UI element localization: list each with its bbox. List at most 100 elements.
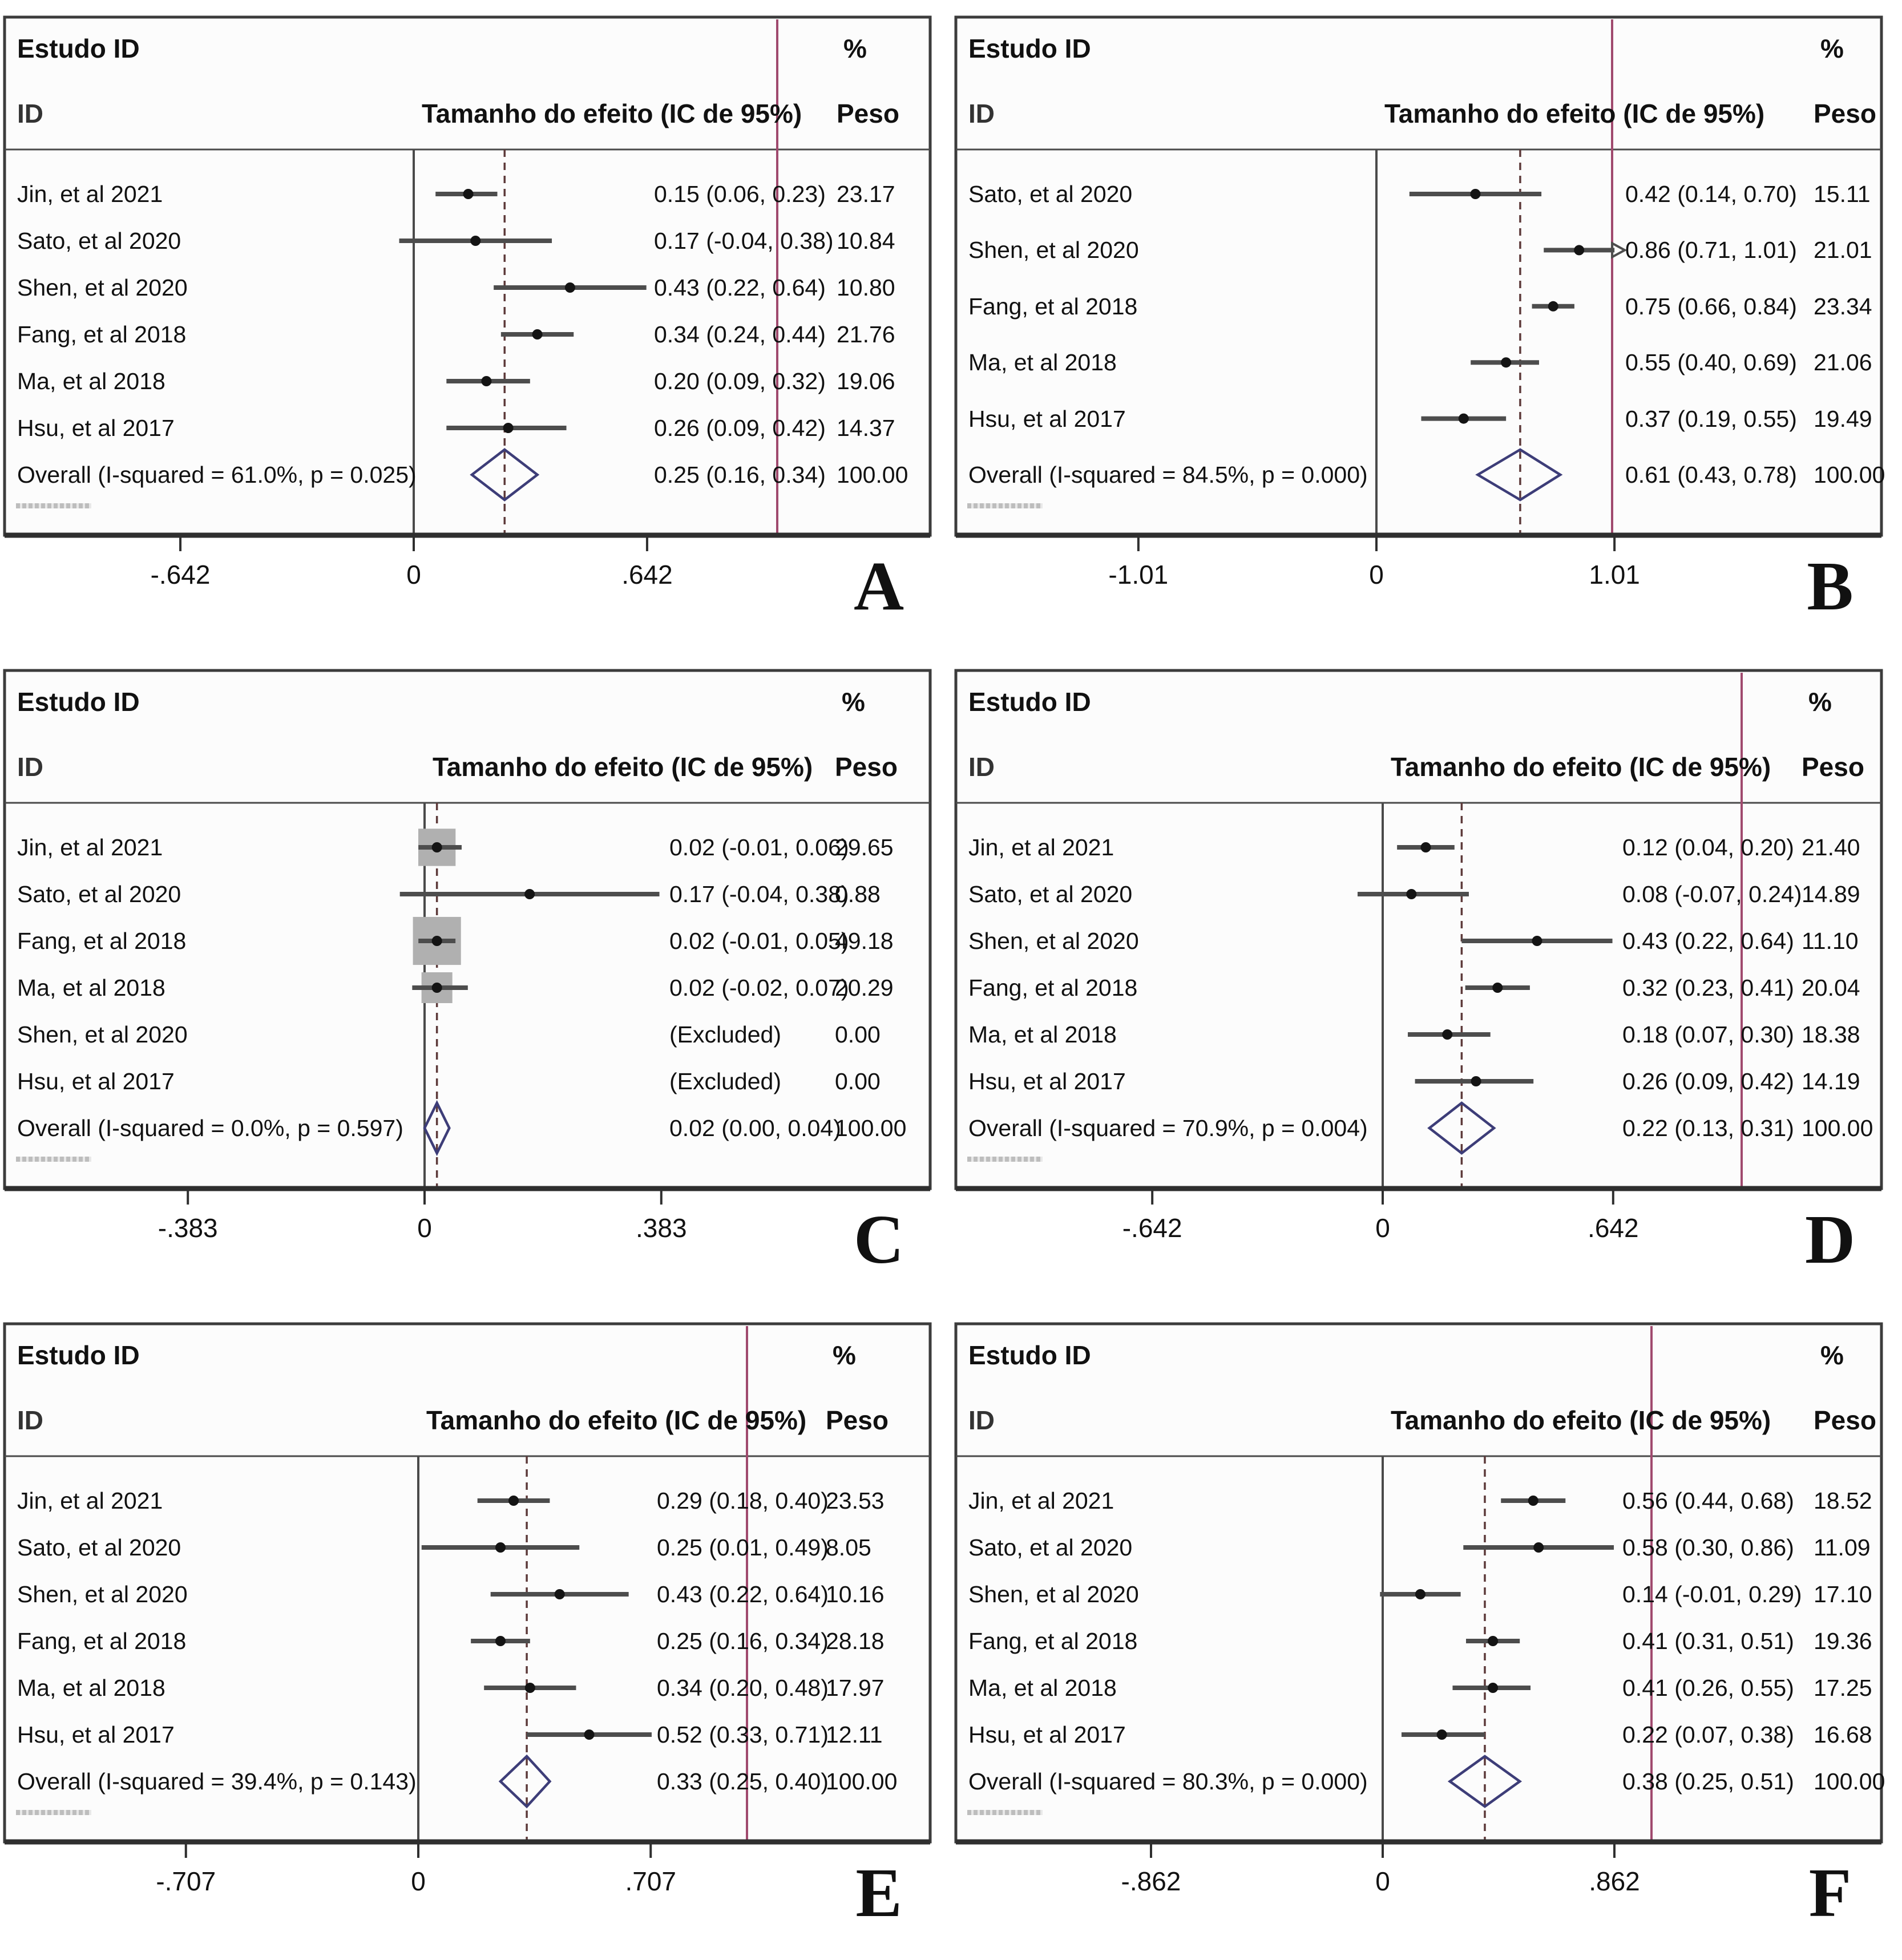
effect-estimate: 0.32 (0.23, 0.41)	[1622, 975, 1794, 1001]
point-marker	[1458, 413, 1469, 424]
study-label: Jin, et al 2021	[968, 1488, 1114, 1514]
plot-canvas	[954, 669, 1883, 1205]
weight-value: 20.04	[1802, 975, 1860, 1001]
point-marker	[564, 282, 575, 293]
effect-estimate: 0.75 (0.66, 0.84)	[1625, 293, 1797, 320]
overall-label: Overall (I-squared = 80.3%, p = 0.000)	[968, 1768, 1368, 1795]
effect-estimate: (Excluded)	[669, 1068, 781, 1094]
column-header-effect: Tamanho do efeito (IC de 95%)	[433, 752, 813, 782]
weight-value: 28.18	[826, 1628, 885, 1654]
point-marker	[524, 889, 535, 899]
forest-panel-f: Estudo ID% ID Tamanho do efeito (IC de 95%…	[951, 1307, 1902, 1960]
column-header-study: Estudo ID	[968, 1340, 1091, 1370]
axis-tick-label: .862	[1589, 1866, 1640, 1896]
column-header-id: ID	[968, 99, 995, 128]
point-marker	[1501, 357, 1512, 368]
column-header-weight: Peso	[1814, 1405, 1876, 1435]
weight-value: 17.25	[1814, 1675, 1872, 1701]
column-header-pct: %	[833, 1340, 856, 1370]
point-marker	[1492, 983, 1503, 993]
point-marker	[1436, 1729, 1447, 1740]
column-header-effect: Tamanho do efeito (IC de 95%)	[1391, 752, 1771, 782]
effect-estimate: 0.26 (0.09, 0.42)	[1622, 1068, 1794, 1094]
axis-tick-label: -.707	[156, 1866, 216, 1896]
column-header-id: ID	[17, 752, 43, 782]
axis-tick-label: -.642	[1122, 1213, 1182, 1243]
column-header-effect: Tamanho do efeito (IC de 95%)	[426, 1405, 807, 1435]
point-marker	[431, 842, 442, 852]
effect-estimate: 0.26 (0.09, 0.42)	[654, 415, 826, 441]
overall-diamond	[470, 448, 540, 502]
effect-estimate: 0.17 (-0.04, 0.38)	[669, 881, 849, 907]
effect-estimate: 0.55 (0.40, 0.69)	[1625, 349, 1797, 376]
effect-estimate: 0.42 (0.14, 0.70)	[1625, 181, 1797, 207]
overall-effect-estimate: 0.33 (0.25, 0.40)	[657, 1768, 829, 1795]
study-label: Ma, et al 2018	[17, 1675, 165, 1701]
point-marker	[532, 329, 543, 340]
point-marker	[554, 1589, 565, 1599]
overall-diamond	[1427, 1101, 1496, 1155]
footnote-smudge	[16, 1810, 91, 1815]
point-marker	[584, 1729, 595, 1740]
effect-estimate: 0.34 (0.24, 0.44)	[654, 321, 826, 347]
point-marker	[1574, 245, 1585, 256]
column-header-id: ID	[968, 752, 995, 782]
weight-value: 15.11	[1814, 181, 1871, 207]
axis-tick-label: 0	[1375, 1866, 1390, 1896]
axis-tick-label: .707	[625, 1866, 676, 1896]
study-label: Jin, et al 2021	[17, 834, 163, 860]
point-marker	[1415, 1589, 1426, 1599]
effect-estimate: 0.86 (0.71, 1.01)	[1625, 237, 1797, 264]
effect-estimate: 0.29 (0.18, 0.40)	[657, 1488, 829, 1514]
weight-value: 19.36	[1814, 1628, 1872, 1654]
study-label: Shen, et al 2020	[17, 274, 188, 301]
point-marker	[1532, 936, 1542, 946]
column-header-weight: Peso	[826, 1405, 889, 1435]
weight-value: 29.65	[835, 834, 894, 860]
effect-estimate: 0.17 (-0.04, 0.38)	[654, 228, 834, 254]
study-label: Sato, et al 2020	[17, 1534, 181, 1561]
effect-estimate: 0.02 (-0.01, 0.06)	[669, 834, 849, 860]
effect-estimate: 0.56 (0.44, 0.68)	[1622, 1488, 1794, 1514]
plot-canvas	[3, 669, 932, 1205]
study-label: Shen, et al 2020	[968, 1581, 1139, 1607]
point-marker	[1470, 189, 1481, 199]
overall-effect-estimate: 0.02 (0.00, 0.04)	[669, 1115, 841, 1141]
axis-tick-label: 0	[1375, 1213, 1390, 1243]
column-header-study: Estudo ID	[968, 687, 1091, 717]
forest-panel-b: Estudo ID% ID Tamanho do efeito (IC de 95%…	[951, 0, 1902, 653]
study-label: Shen, et al 2020	[17, 1581, 188, 1607]
weight-value: 20.29	[835, 975, 894, 1001]
overall-diamond	[1475, 448, 1563, 502]
weight-value: 21.76	[837, 321, 895, 347]
column-header-id: ID	[17, 1405, 43, 1435]
effect-estimate: 0.41 (0.26, 0.55)	[1622, 1675, 1794, 1701]
plot-box	[3, 669, 932, 1190]
point-marker	[508, 1496, 519, 1506]
axis-tick-label: .383	[636, 1213, 687, 1243]
study-label: Shen, et al 2020	[17, 1021, 188, 1048]
weight-value: 19.06	[837, 368, 895, 394]
point-marker	[495, 1636, 506, 1646]
weight-value: 18.38	[1802, 1021, 1860, 1048]
effect-estimate: 0.12 (0.04, 0.20)	[1622, 834, 1794, 860]
overall-effect-estimate: 0.22 (0.13, 0.31)	[1622, 1115, 1794, 1141]
study-label: Hsu, et al 2017	[17, 1068, 175, 1094]
study-label: Fang, et al 2018	[17, 321, 187, 347]
panel-letter: D	[1804, 1201, 1856, 1278]
footnote-smudge	[967, 1157, 1043, 1162]
forest-panel-a: Estudo ID% ID Tamanho do efeito (IC de 95%…	[0, 0, 951, 653]
panel-letter: C	[853, 1201, 904, 1278]
study-label: Sato, et al 2020	[968, 881, 1133, 907]
plot-canvas	[954, 15, 1883, 551]
study-label: Fang, et al 2018	[968, 975, 1138, 1001]
study-label: Ma, et al 2018	[968, 1675, 1117, 1701]
study-label: Shen, et al 2020	[968, 928, 1139, 954]
overall-weight-value: 100.00	[826, 1768, 898, 1795]
column-header-study: Estudo ID	[17, 34, 140, 63]
point-marker	[1488, 1683, 1499, 1693]
study-label: Sato, et al 2020	[17, 881, 181, 907]
effect-estimate: 0.15 (0.06, 0.23)	[654, 181, 826, 207]
column-header-id: ID	[17, 99, 43, 128]
